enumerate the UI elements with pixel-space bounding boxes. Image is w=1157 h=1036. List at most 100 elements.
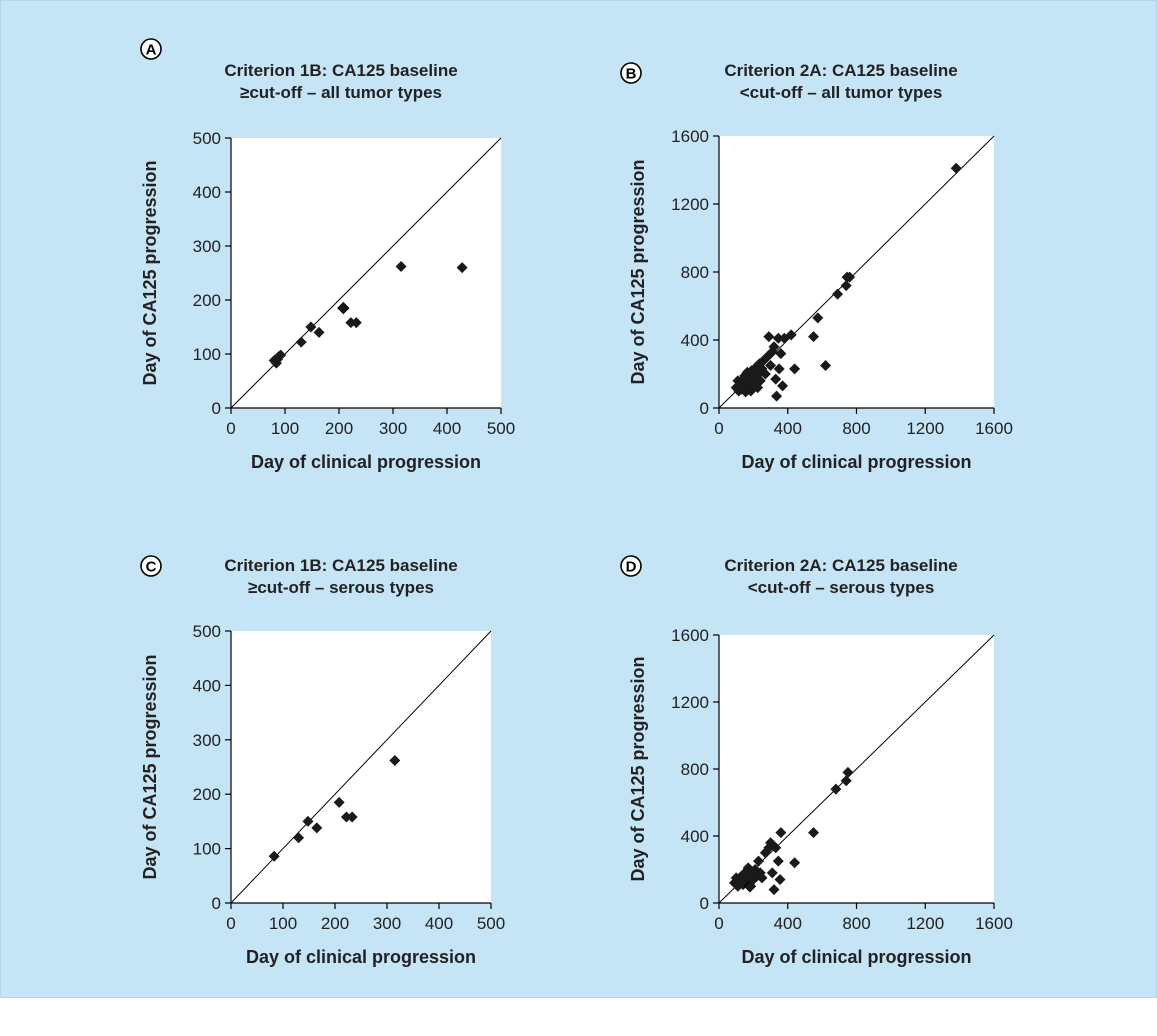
data-point bbox=[775, 348, 787, 360]
x-tick-label: 400 bbox=[433, 419, 461, 438]
figure: A Criterion 1B: CA125 baseline ≥cut-off – … bbox=[0, 0, 1157, 998]
data-point bbox=[830, 783, 842, 795]
x-tick-label: 800 bbox=[842, 419, 870, 438]
data-point bbox=[770, 373, 782, 385]
y-axis-label: Day of CA125 progression bbox=[628, 159, 648, 384]
data-point bbox=[765, 360, 777, 371]
panel-a: A Criterion 1B: CA125 baseline ≥cut-off – … bbox=[126, 31, 686, 521]
data-point bbox=[950, 162, 962, 174]
x-tick-label: 0 bbox=[714, 914, 723, 933]
panel-d: D Criterion 2A: CA125 baseline <cut-off – … bbox=[611, 546, 1157, 1036]
panel-letter-badge bbox=[140, 555, 162, 577]
panel-letter-badge bbox=[140, 38, 162, 60]
data-point bbox=[766, 867, 778, 879]
y-tick-label: 300 bbox=[193, 237, 221, 256]
data-point bbox=[313, 326, 325, 338]
data-point bbox=[768, 884, 780, 896]
y-tick-label: 400 bbox=[681, 827, 709, 846]
y-axis-label: Day of CA125 progression bbox=[140, 160, 160, 385]
data-point bbox=[770, 842, 782, 854]
data-point bbox=[842, 766, 854, 778]
scatter-plot-a: A Criterion 1B: CA125 baseline ≥cut-off – … bbox=[140, 38, 515, 472]
identity-line bbox=[718, 634, 995, 904]
data-point bbox=[820, 360, 832, 371]
data-point bbox=[808, 827, 820, 839]
panel-letter-badge bbox=[620, 62, 642, 84]
panel-letter: A bbox=[146, 42, 157, 59]
y-axis-label: Day of CA125 progression bbox=[140, 654, 160, 879]
x-tick-label: 1600 bbox=[975, 419, 1013, 438]
chart-title-line-2: <cut-off – all tumor types bbox=[740, 83, 943, 102]
data-point bbox=[293, 832, 305, 844]
data-point bbox=[456, 262, 468, 274]
y-tick-label: 800 bbox=[681, 760, 709, 779]
data-point bbox=[754, 375, 766, 387]
data-point bbox=[808, 331, 820, 343]
chart-title-line-2: <cut-off – serous types bbox=[748, 578, 935, 597]
x-tick-label: 300 bbox=[379, 419, 407, 438]
scatter-plot-c: C Criterion 1B: CA125 baseline ≥cut-off – … bbox=[140, 555, 505, 967]
data-point bbox=[389, 754, 401, 766]
data-point bbox=[763, 331, 775, 343]
x-tick-label: 1200 bbox=[906, 914, 944, 933]
x-tick-label: 0 bbox=[226, 419, 235, 438]
panel-letter: C bbox=[146, 559, 157, 576]
data-point bbox=[759, 368, 771, 380]
data-point bbox=[268, 850, 280, 862]
x-tick-label: 1600 bbox=[975, 914, 1013, 933]
x-axis-label: Day of clinical progression bbox=[741, 947, 971, 967]
y-tick-label: 500 bbox=[193, 129, 221, 148]
chart-title-line-1: Criterion 1B: CA125 baseline bbox=[224, 556, 457, 575]
x-axis-label: Day of clinical progression bbox=[251, 452, 481, 472]
x-axis-label: Day of clinical progression bbox=[246, 947, 476, 967]
y-tick-label: 0 bbox=[212, 399, 221, 418]
data-point bbox=[840, 775, 852, 787]
y-tick-label: 0 bbox=[700, 894, 709, 913]
y-tick-label: 1200 bbox=[671, 195, 709, 214]
y-tick-label: 400 bbox=[193, 183, 221, 202]
data-point bbox=[771, 390, 783, 402]
panel-c: C Criterion 1B: CA125 baseline ≥cut-off – … bbox=[126, 546, 686, 1036]
y-tick-label: 1600 bbox=[671, 127, 709, 146]
data-point bbox=[775, 827, 787, 839]
data-point bbox=[812, 312, 824, 324]
data-point bbox=[844, 271, 856, 283]
data-point bbox=[305, 321, 317, 333]
y-tick-label: 500 bbox=[193, 622, 221, 641]
x-tick-label: 1200 bbox=[906, 419, 944, 438]
panel-letter-badge bbox=[620, 555, 642, 577]
x-tick-label: 500 bbox=[487, 419, 515, 438]
data-point bbox=[772, 332, 784, 344]
x-tick-label: 400 bbox=[774, 914, 802, 933]
data-point bbox=[337, 301, 350, 315]
chart-title-line-1: Criterion 1B: CA125 baseline bbox=[224, 61, 457, 80]
data-point bbox=[346, 811, 358, 823]
x-tick-label: 200 bbox=[321, 914, 349, 933]
panel-letter: D bbox=[626, 559, 637, 576]
data-point bbox=[350, 317, 362, 329]
y-axis-label: Day of CA125 progression bbox=[628, 656, 648, 881]
y-tick-label: 300 bbox=[193, 731, 221, 750]
data-point bbox=[772, 855, 784, 867]
data-point bbox=[789, 857, 801, 869]
chart-title-line-1: Criterion 2A: CA125 baseline bbox=[724, 61, 957, 80]
y-tick-label: 100 bbox=[193, 345, 221, 364]
panel-letter: B bbox=[626, 66, 637, 83]
data-point bbox=[753, 855, 765, 867]
data-point bbox=[774, 874, 786, 886]
x-tick-label: 100 bbox=[269, 914, 297, 933]
data-point bbox=[785, 329, 797, 341]
y-tick-label: 0 bbox=[700, 399, 709, 418]
data-point bbox=[395, 261, 407, 273]
data-point bbox=[777, 380, 789, 392]
data-point bbox=[832, 288, 844, 300]
data-point bbox=[840, 280, 852, 292]
x-tick-label: 400 bbox=[774, 419, 802, 438]
panel-b: B Criterion 2A: CA125 baseline <cut-off – … bbox=[611, 51, 1157, 541]
data-point bbox=[763, 842, 775, 854]
x-tick-label: 0 bbox=[714, 419, 723, 438]
y-tick-label: 400 bbox=[193, 676, 221, 695]
data-point bbox=[333, 796, 345, 808]
x-tick-label: 500 bbox=[477, 914, 505, 933]
x-tick-label: 100 bbox=[271, 419, 299, 438]
